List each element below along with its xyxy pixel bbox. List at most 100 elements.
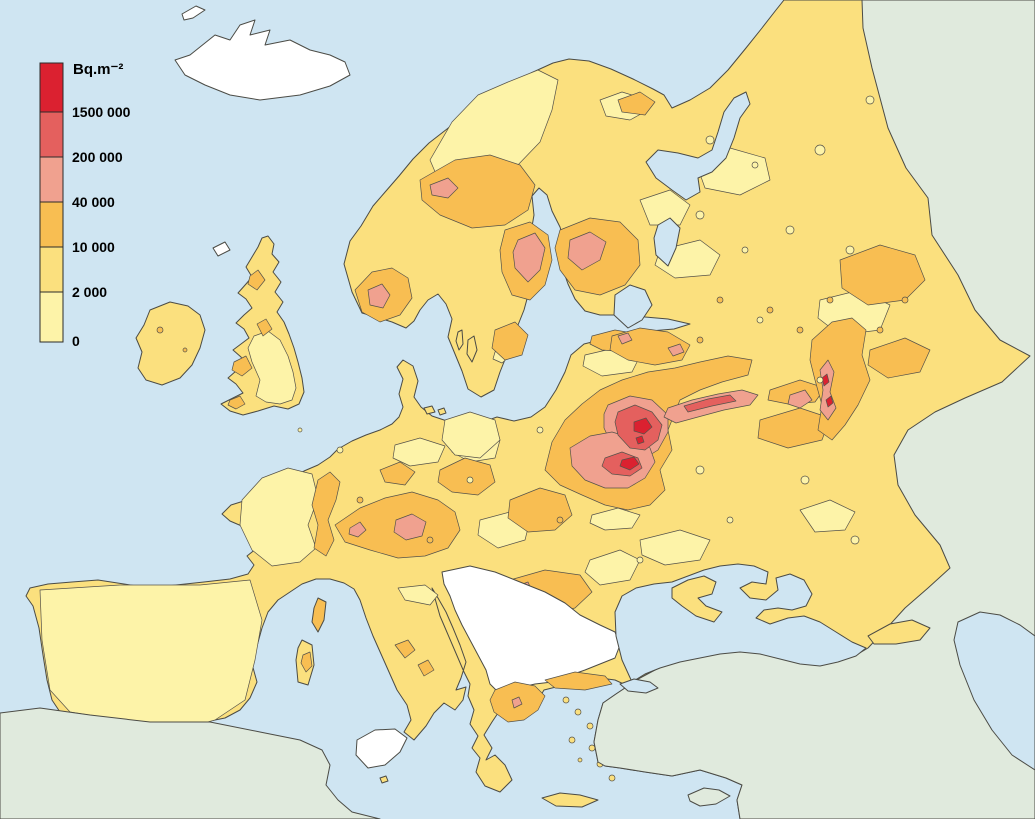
patch [367, 283, 391, 309]
speckle [850, 535, 860, 545]
legend-swatch-40000-200000 [39, 156, 64, 203]
patch [683, 394, 737, 413]
speckle [536, 426, 544, 434]
sea-of-marmara [619, 678, 659, 694]
island-iceland [174, 19, 351, 101]
speckle [826, 296, 834, 304]
patch [617, 332, 633, 345]
patch [256, 318, 273, 337]
danish-islands [423, 405, 447, 416]
speckle [695, 210, 705, 220]
legend-label-2000: 2 000 [72, 284, 107, 300]
patch [300, 651, 313, 673]
island-ireland [135, 301, 206, 386]
patch [507, 487, 573, 533]
legend-swatch-2000-10000 [39, 246, 64, 293]
patch [512, 232, 546, 283]
legend-label-10000: 10 000 [72, 239, 115, 255]
speckle [865, 95, 875, 105]
no-data-africa [0, 707, 381, 819]
white-sea [645, 91, 751, 201]
patch [429, 177, 459, 199]
island-gotland [466, 335, 478, 363]
patch [667, 343, 685, 357]
patch [639, 189, 691, 226]
patch [567, 231, 607, 271]
patch [231, 355, 253, 377]
patch [437, 457, 496, 496]
patch [247, 330, 297, 405]
island-dot [574, 708, 582, 716]
patch [787, 389, 813, 409]
patch [617, 91, 656, 116]
speckle [901, 296, 909, 304]
island-dot [568, 736, 576, 744]
island-hebrides [212, 241, 231, 257]
legend-label-40000: 40 000 [72, 194, 115, 210]
speckle [756, 316, 764, 324]
island-oland [455, 329, 464, 351]
speckle [716, 296, 724, 304]
speckle [336, 446, 344, 454]
lake-ladoga [613, 284, 653, 329]
patch [393, 513, 427, 541]
patch [635, 435, 645, 445]
speckle [845, 245, 855, 255]
legend-label-1500000: 1500 000 [72, 104, 131, 120]
patch [227, 395, 246, 410]
speckle [156, 326, 164, 334]
lake-onega [653, 217, 681, 267]
patch [511, 696, 523, 709]
island-dot [577, 757, 583, 763]
patch [392, 437, 446, 467]
island-crete [541, 792, 599, 808]
patch [394, 639, 416, 659]
patch [867, 337, 931, 379]
crimea-peninsula [671, 575, 723, 623]
legend-swatch-200000-1500000 [39, 111, 64, 158]
island-corsica [311, 597, 327, 633]
speckle [297, 427, 303, 433]
island-dot [588, 744, 596, 752]
speckle [766, 306, 774, 314]
speckle [696, 336, 704, 344]
deposition-level5-patches [619, 373, 834, 471]
greece-patches [489, 671, 613, 723]
patch [239, 467, 319, 567]
legend: Bq.m⁻² 1500 000 200 000 40 000 10 000 2 … [39, 61, 131, 349]
speckle [426, 536, 434, 544]
island-dot [562, 696, 570, 704]
legend-unit-label: Bq.m⁻² [73, 61, 123, 78]
patch [247, 269, 266, 291]
island-jan-mayen [181, 5, 206, 21]
patch [39, 579, 263, 736]
patch [379, 461, 416, 486]
patch [419, 154, 536, 229]
speckle [814, 144, 826, 156]
legend-swatch-0-2000 [39, 291, 64, 343]
speckle [800, 475, 810, 485]
island-malta [379, 775, 389, 784]
speckle [726, 516, 734, 524]
speckle [741, 246, 749, 254]
island-dot [608, 774, 616, 782]
patch [821, 373, 830, 387]
patch [311, 471, 341, 557]
island-sicily [355, 728, 408, 769]
island-cyprus [687, 787, 731, 807]
legend-swatch-over-1500000 [39, 62, 64, 113]
speckle [466, 476, 474, 484]
speckle [876, 326, 884, 334]
speckle [785, 225, 795, 235]
speckle [796, 326, 804, 334]
speckle [816, 376, 824, 384]
georgia-data-area [867, 619, 931, 645]
legend-label-200000: 200 000 [72, 149, 123, 165]
speckle [695, 465, 705, 475]
patch [348, 521, 367, 538]
patch [799, 499, 856, 533]
patch [839, 244, 926, 306]
patch [825, 395, 834, 408]
